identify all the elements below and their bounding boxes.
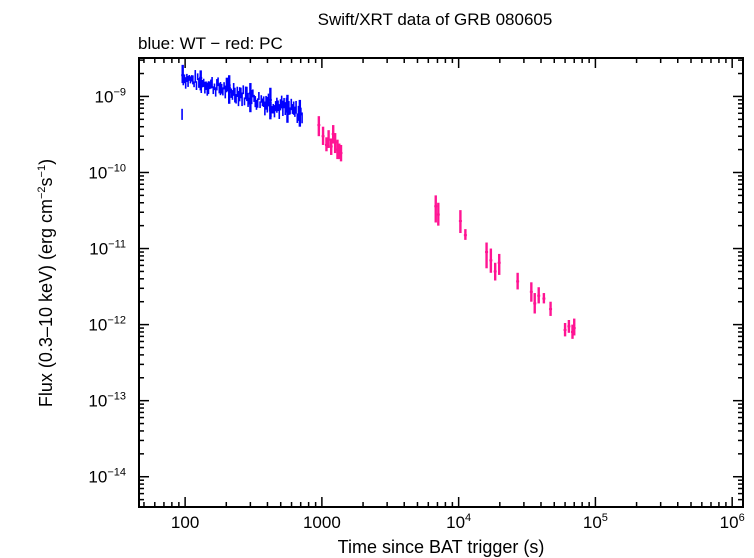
x-tick-label: 105 bbox=[583, 512, 608, 532]
y-axis-label: Flux (0.3–10 keV) (erg cm−2s−1) bbox=[36, 159, 56, 407]
y-tick-labels: 10−9 10−10 10−11 10−12 10−13 10−14 bbox=[88, 86, 126, 486]
chart-subtitle: blue: WT − red: PC bbox=[138, 34, 283, 53]
data-layer bbox=[181, 64, 576, 339]
y-tick-label: 10−9 bbox=[95, 86, 126, 106]
series-wt bbox=[181, 64, 303, 127]
x-tick-label: 100 bbox=[171, 513, 199, 532]
y-tick-label: 10−11 bbox=[89, 239, 126, 259]
y-axis-label-prefix: Flux (0.3–10 keV) (erg cm bbox=[36, 199, 56, 407]
axis-ticks bbox=[139, 58, 743, 508]
y-axis-label-mid: s bbox=[36, 177, 56, 186]
y-tick-label: 10−13 bbox=[88, 391, 126, 411]
y-axis-label-exp1: −2 bbox=[36, 186, 48, 199]
plot-area bbox=[138, 57, 744, 508]
plot-frame bbox=[138, 57, 744, 508]
chart-title: Swift/XRT data of GRB 080605 bbox=[318, 10, 553, 29]
y-tick-label: 10−12 bbox=[88, 315, 126, 335]
x-axis-label: Time since BAT trigger (s) bbox=[338, 537, 545, 557]
x-tick-label: 104 bbox=[446, 512, 471, 532]
series-pc bbox=[317, 116, 576, 339]
y-tick-label: 10−10 bbox=[88, 162, 126, 182]
y-tick-label: 10−14 bbox=[88, 467, 126, 487]
y-axis-label-exp2: −1 bbox=[36, 165, 48, 178]
y-axis-label-suffix: ) bbox=[36, 159, 56, 165]
x-tick-labels: 100 1000 104 105 106 bbox=[171, 512, 745, 532]
x-tick-label: 1000 bbox=[303, 513, 341, 532]
x-tick-label: 106 bbox=[720, 512, 745, 532]
